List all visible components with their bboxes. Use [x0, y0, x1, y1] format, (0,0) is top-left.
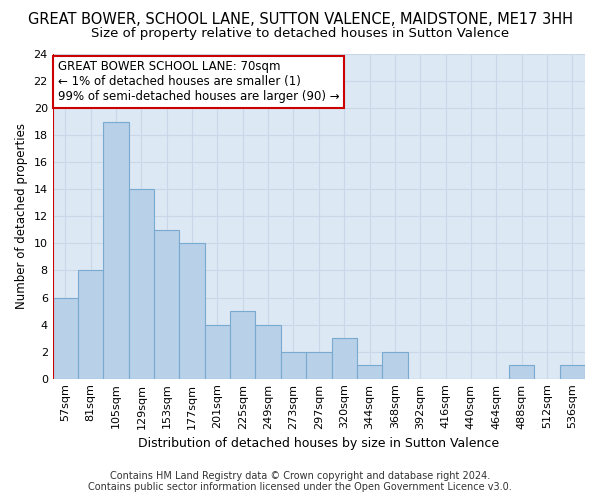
Bar [357, 365, 382, 378]
Bar [205, 324, 230, 378]
Bar [332, 338, 357, 378]
Bar [256, 324, 281, 378]
Bar [382, 352, 407, 378]
Bar [281, 352, 306, 378]
Text: Contains HM Land Registry data © Crown copyright and database right 2024.
Contai: Contains HM Land Registry data © Crown c… [88, 471, 512, 492]
Bar [53, 298, 78, 378]
Bar [78, 270, 103, 378]
Bar [179, 244, 205, 378]
Bar [154, 230, 179, 378]
Bar [306, 352, 332, 378]
X-axis label: Distribution of detached houses by size in Sutton Valence: Distribution of detached houses by size … [138, 437, 499, 450]
Y-axis label: Number of detached properties: Number of detached properties [15, 124, 28, 310]
Bar [103, 122, 129, 378]
Text: GREAT BOWER, SCHOOL LANE, SUTTON VALENCE, MAIDSTONE, ME17 3HH: GREAT BOWER, SCHOOL LANE, SUTTON VALENCE… [28, 12, 572, 28]
Bar [230, 311, 256, 378]
Bar [509, 365, 535, 378]
Bar [560, 365, 585, 378]
Text: GREAT BOWER SCHOOL LANE: 70sqm
← 1% of detached houses are smaller (1)
99% of se: GREAT BOWER SCHOOL LANE: 70sqm ← 1% of d… [58, 60, 340, 104]
Bar [129, 190, 154, 378]
Text: Size of property relative to detached houses in Sutton Valence: Size of property relative to detached ho… [91, 28, 509, 40]
